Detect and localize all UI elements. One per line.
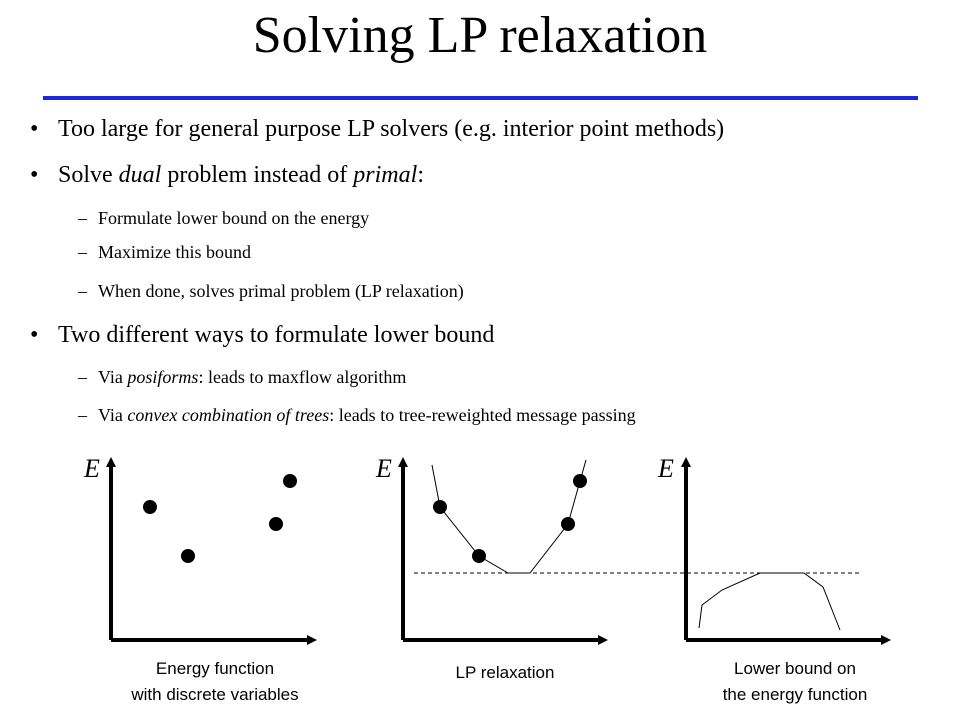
y-axis-label: E	[375, 454, 392, 483]
bullet-text: Too large for general purpose LP solvers…	[58, 116, 725, 142]
plot-lower-bound: E	[657, 454, 891, 645]
bullet-dot: •	[30, 322, 39, 348]
data-point	[181, 549, 195, 563]
lower-bound-curve	[698, 572, 841, 631]
plot-lp-relaxation: E	[375, 454, 860, 645]
emphasis-primal: primal	[353, 162, 418, 188]
slide-title: Solving LP relaxation	[252, 7, 708, 64]
caption-plot-1: Energy function with discrete variables	[131, 659, 299, 704]
data-point	[433, 500, 447, 514]
data-point	[269, 517, 283, 531]
bullet-text: Solve dual problem instead of primal:	[58, 162, 424, 188]
data-point	[561, 517, 575, 531]
data-point	[283, 474, 297, 488]
plot-discrete-energy: E	[83, 454, 317, 645]
data-point	[472, 549, 486, 563]
caption-plot-3: Lower bound on the energy function	[722, 659, 868, 704]
data-point	[573, 474, 587, 488]
emphasis-trees: convex combination of trees	[127, 405, 330, 425]
bullet-dot: •	[30, 162, 39, 188]
bullet-dot: •	[30, 116, 39, 142]
y-axis-label: E	[83, 454, 100, 483]
data-point	[143, 500, 157, 514]
emphasis-dual: dual	[118, 162, 162, 188]
bullet-text: Two different ways to formulate lower bo…	[58, 322, 495, 348]
caption-plot-2: LP relaxation	[455, 663, 555, 682]
y-axis-label: E	[657, 454, 674, 483]
title-underline	[43, 96, 918, 100]
emphasis-posiforms: posiforms	[127, 367, 199, 387]
